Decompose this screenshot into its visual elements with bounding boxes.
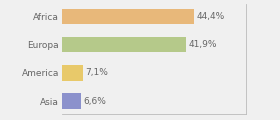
Bar [62,65,83,81]
Text: 7,1%: 7,1% [85,68,108,77]
Text: 41,9%: 41,9% [189,40,217,49]
Text: 6,6%: 6,6% [84,97,106,106]
Text: 44,4%: 44,4% [196,12,225,21]
Bar [62,93,81,109]
Bar [62,9,194,24]
Bar [62,37,186,52]
